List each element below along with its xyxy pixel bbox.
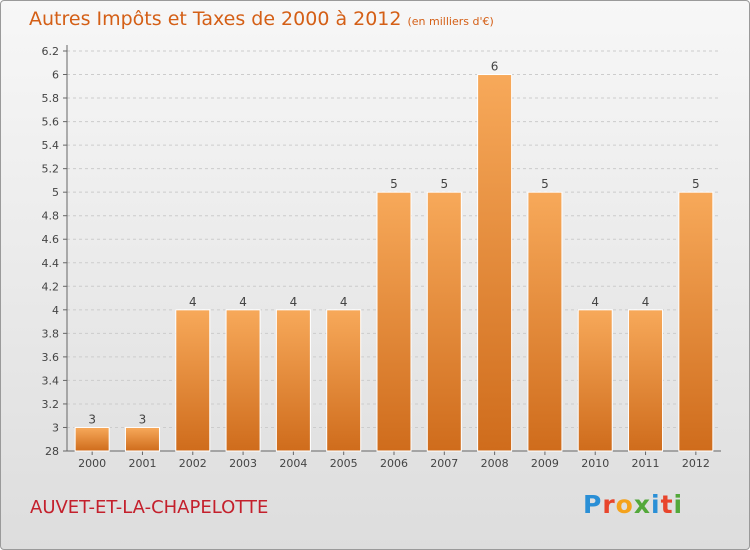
data-label: 5 (440, 177, 448, 191)
y-tick-label: 4.8 (42, 210, 60, 223)
data-label: 4 (189, 295, 197, 309)
bar (628, 309, 664, 452)
data-label: 4 (290, 295, 298, 309)
x-tick-label: 2009 (531, 457, 559, 470)
data-label: 5 (692, 177, 700, 191)
y-tick-label: 5.6 (42, 116, 60, 129)
x-tick-label: 2000 (78, 457, 106, 470)
y-tick-label: 4.2 (42, 280, 60, 293)
y-tick-label: 6 (52, 69, 59, 82)
logo-letter: i (651, 490, 661, 519)
x-tick-label: 2012 (682, 457, 710, 470)
y-tick-label: 4 (52, 304, 59, 317)
data-label: 4 (642, 295, 650, 309)
y-tick-label: 3.2 (42, 398, 60, 411)
y-tick-label: 3.8 (42, 327, 60, 340)
bar (74, 426, 110, 452)
y-tick-label: 3 (52, 421, 59, 434)
data-label: 3 (88, 412, 96, 426)
chart-title: Autres Impôts et Taxes de 2000 à 2012 (en… (29, 8, 494, 30)
bar (175, 309, 211, 452)
y-tick-label: 3.6 (42, 351, 60, 364)
y-tick-label: 28 (45, 445, 59, 458)
x-tick-label: 2003 (229, 457, 257, 470)
bar (527, 191, 563, 452)
logo-letter: i (673, 490, 684, 519)
bar (477, 74, 513, 452)
data-label: 4 (591, 295, 599, 309)
bar (577, 309, 613, 452)
y-tick-label: 4.6 (42, 233, 60, 246)
y-tick-label: 3.4 (42, 374, 60, 387)
commune-name: AUVET-ET-LA-CHAPELOTTE (30, 497, 269, 518)
y-tick-label: 5 (52, 186, 59, 199)
data-label: 5 (541, 177, 549, 191)
title-text: Autres Impôts et Taxes de 2000 à 2012 (29, 8, 402, 30)
y-tick-label: 5.8 (42, 92, 60, 105)
x-tick-label: 2001 (128, 457, 156, 470)
y-tick-label: 5.4 (42, 139, 60, 152)
logo-letter: o (615, 490, 634, 519)
x-tick-label: 2007 (430, 457, 458, 470)
x-tick-label: 2006 (380, 457, 408, 470)
proxiti-logo: Proxiti (583, 490, 683, 519)
x-tick-label: 2008 (481, 457, 509, 470)
labels: 28 3 3.2 3.4 3.6 3.8 4 4.2 4.4 4.6 4.8 5 5.2 5.4 5.6 5.… (42, 45, 710, 470)
bar (376, 191, 412, 452)
y-tick-label: 4.4 (42, 257, 60, 270)
x-tick-label: 2002 (179, 457, 207, 470)
data-label: 3 (139, 412, 147, 426)
chart-subtitle: (en milliers d'€) (407, 15, 494, 28)
y-tick-label: 6.2 (42, 45, 60, 58)
data-label: 4 (239, 295, 247, 309)
bar (124, 426, 160, 452)
logo-letter: r (602, 490, 616, 519)
x-tick-label: 2011 (632, 457, 660, 470)
y-tick-label: 5.2 (42, 163, 60, 176)
bars (74, 74, 714, 452)
data-label: 4 (340, 295, 348, 309)
bar (275, 309, 311, 452)
x-tick-label: 2010 (581, 457, 609, 470)
bar (678, 191, 714, 452)
bar (225, 309, 261, 452)
logo-letter: t (660, 490, 674, 519)
logo-letter: P (583, 490, 603, 519)
logo-letter: x (633, 490, 651, 519)
x-tick-label: 2004 (279, 457, 307, 470)
bar (326, 309, 362, 452)
bar (426, 191, 462, 452)
data-label: 5 (390, 177, 398, 191)
data-label: 6 (491, 60, 499, 74)
x-tick-label: 2005 (330, 457, 358, 470)
